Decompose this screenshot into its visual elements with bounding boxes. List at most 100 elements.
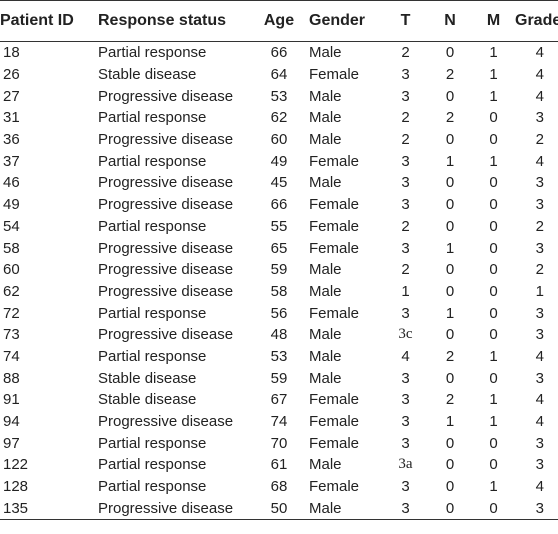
cell-grade: 4 [535, 152, 544, 170]
cell-patient-id: 31 [3, 109, 20, 127]
table-row: 49 Progressive disease 66 Female 3 0 0 3 [0, 194, 558, 216]
cell-n: 0 [445, 326, 455, 344]
cell-patient-id: 18 [3, 44, 20, 62]
cell-grade: 2 [535, 261, 544, 279]
cell-age: 53 [270, 87, 288, 105]
cell-gender: Female [309, 217, 360, 235]
cell-gender: Male [309, 87, 342, 105]
table-row: 94 Progressive disease 74 Female 3 1 1 4 [0, 411, 558, 433]
cell-patient-id: 97 [3, 434, 20, 452]
table-row: 37 Partial response 49 Female 3 1 1 4 [0, 150, 558, 172]
header-patient-id: Patient ID [0, 0, 96, 42]
cell-t: 3 [401, 239, 410, 257]
table-row: 73 Progressive disease 48 Male 3c 0 0 3 [0, 324, 558, 346]
cell-grade: 2 [535, 217, 544, 235]
cell-patient-id: 74 [3, 347, 20, 365]
cell-m: 1 [489, 44, 498, 62]
cell-n: 0 [445, 217, 455, 235]
cell-m: 0 [489, 109, 498, 127]
cell-age: 55 [270, 217, 288, 235]
cell-n: 0 [428, 497, 472, 521]
cell-m: 0 [489, 434, 498, 452]
cell-m: 1 [489, 413, 498, 431]
cell-patient-id: 128 [3, 478, 29, 496]
cell-m: 0 [489, 456, 498, 474]
cell-m: 1 [489, 347, 498, 365]
table-row: 36 Progressive disease 60 Male 2 0 0 2 [0, 129, 558, 151]
cell-grade: 4 [535, 478, 544, 496]
cell-patient-id: 60 [3, 261, 20, 279]
cell-n: 1 [445, 152, 455, 170]
cell-age: 48 [270, 326, 288, 344]
cell-gender: Female [309, 413, 360, 431]
cell-n: 1 [445, 413, 455, 431]
cell-grade: 3 [535, 369, 544, 387]
header-response-status: Response status [96, 0, 251, 42]
cell-response-status: Partial response [98, 478, 207, 496]
cell-t: 3c [398, 326, 413, 343]
cell-grade: 2 [535, 131, 544, 149]
cell-response-status: Progressive disease [98, 239, 234, 257]
cell-t: 3 [383, 497, 428, 521]
cell-t: 3 [401, 434, 410, 452]
cell-grade: 3 [535, 239, 544, 257]
cell-response-status: Partial response [98, 152, 207, 170]
cell-patient-id: 54 [3, 217, 20, 235]
cell-response-status: Progressive disease [98, 87, 234, 105]
cell-gender: Male [309, 326, 342, 344]
header-m: M [472, 0, 515, 42]
cell-m: 0 [472, 497, 515, 521]
cell-gender: Female [309, 152, 360, 170]
cell-grade: 1 [535, 282, 544, 300]
table-row: 88 Stable disease 59 Male 3 0 0 3 [0, 367, 558, 389]
cell-n: 2 [445, 66, 455, 84]
cell-gender: Male [309, 109, 342, 127]
cell-patient-id: 62 [3, 282, 20, 300]
cell-grade: 3 [535, 304, 544, 322]
cell-age: 67 [270, 391, 288, 409]
cell-t: 3 [401, 304, 410, 322]
cell-age: 62 [270, 109, 288, 127]
cell-response-status: Partial response [98, 44, 207, 62]
cell-m: 0 [489, 217, 498, 235]
cell-response-status: Partial response [98, 434, 207, 452]
cell-n: 0 [445, 282, 455, 300]
cell-response-status: Progressive disease [98, 174, 234, 192]
cell-patient-id: 91 [3, 391, 20, 409]
cell-t: 3 [401, 174, 410, 192]
cell-n: 0 [445, 369, 455, 387]
cell-patient-id: 88 [3, 369, 20, 387]
cell-age: 74 [270, 413, 288, 431]
cell-n: 0 [445, 478, 455, 496]
cell-m: 0 [489, 131, 498, 149]
cell-age: 58 [270, 282, 288, 300]
cell-grade: 4 [535, 347, 544, 365]
cell-grade: 4 [535, 87, 544, 105]
cell-t: 2 [401, 261, 410, 279]
cell-m: 1 [489, 152, 498, 170]
cell-patient-id: 135 [0, 497, 96, 521]
cell-patient-id: 122 [3, 456, 29, 474]
cell-m: 1 [489, 391, 498, 409]
cell-age: 59 [270, 369, 288, 387]
cell-gender: Female [309, 304, 360, 322]
cell-gender: Female [309, 239, 360, 257]
cell-response-status: Progressive disease [98, 282, 234, 300]
cell-n: 2 [445, 347, 455, 365]
cell-patient-id: 72 [3, 304, 20, 322]
table-row: 97 Partial response 70 Female 3 0 0 3 [0, 432, 558, 454]
table-row: 74 Partial response 53 Male 4 2 1 4 [0, 346, 558, 368]
cell-age: 66 [270, 196, 288, 214]
header-t: T [383, 0, 428, 42]
cell-m: 1 [489, 478, 498, 496]
cell-age: 61 [270, 456, 288, 474]
cell-patient-id: 46 [3, 174, 20, 192]
cell-grade: 4 [535, 44, 544, 62]
cell-t: 3 [401, 369, 410, 387]
cell-response-status: Progressive disease [98, 196, 234, 214]
cell-response-status: Stable disease [98, 391, 197, 409]
cell-patient-id: 94 [3, 413, 20, 431]
cell-response-status: Partial response [98, 217, 207, 235]
cell-response-status: Stable disease [98, 369, 197, 387]
